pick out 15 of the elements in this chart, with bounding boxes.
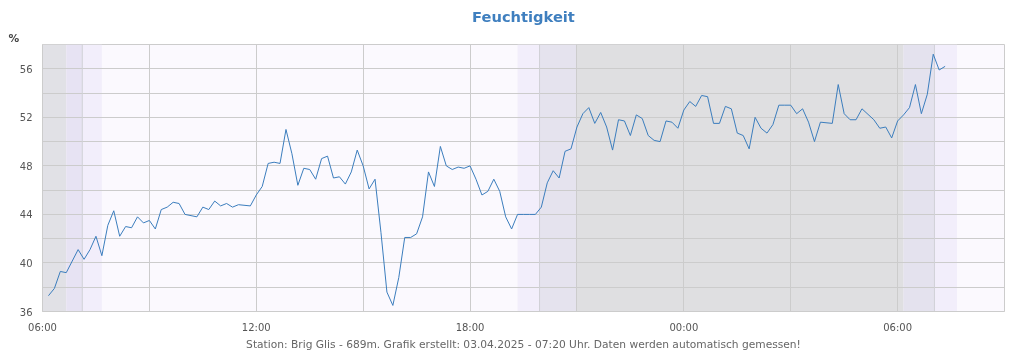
- y-tick-label: 56: [19, 63, 33, 75]
- chart-title: Feuchtigkeit: [472, 7, 575, 25]
- x-tick-label: 12:00: [241, 321, 271, 333]
- y-tick-label: 40: [19, 257, 33, 269]
- x-tick-label: 06:00: [883, 321, 913, 333]
- y-tick-label: 48: [19, 160, 33, 172]
- y-tick-label: 44: [19, 209, 33, 221]
- line-series: [47, 53, 946, 306]
- x-tick-label: 00:00: [669, 321, 699, 333]
- y-axis-title: %: [8, 31, 20, 45]
- y-tick-label: 36: [19, 306, 33, 318]
- y-tick-label: 52: [19, 112, 33, 124]
- x-tick-label: 18:00: [455, 321, 485, 333]
- x-tick-label: 06:00: [28, 321, 57, 333]
- text: Station: Brig Glis - 689m. Grafik erstellt: 03.04.2025 - 07:20 Uhr. Daten werden automatisch gemessen!: [246, 337, 801, 350]
